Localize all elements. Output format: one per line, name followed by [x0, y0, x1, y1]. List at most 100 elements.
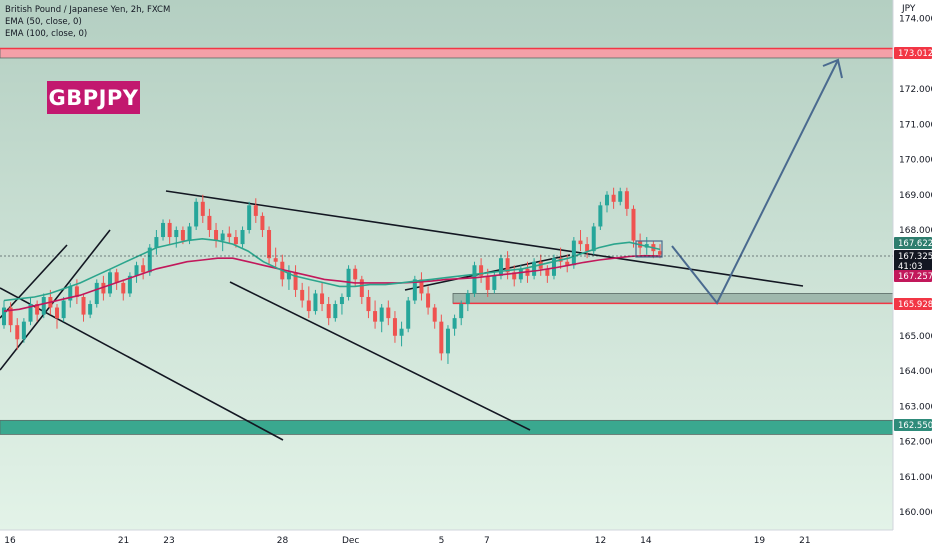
- candle-body: [293, 272, 298, 290]
- candle-body: [161, 222, 166, 238]
- candle-body: [432, 307, 437, 322]
- candle-body: [127, 275, 132, 294]
- time-tick-label: 5: [439, 536, 445, 546]
- projection-path: [671, 59, 839, 305]
- projection-arrowhead: [822, 58, 843, 79]
- candle-body: [300, 289, 305, 301]
- candle-body: [392, 318, 397, 336]
- candle-body: [320, 293, 325, 305]
- price-axis-unit: JPY: [901, 4, 916, 14]
- candle-body: [94, 282, 99, 305]
- time-tick-label: 21: [799, 536, 810, 546]
- price-tag-bg: [894, 237, 932, 249]
- price-tag-bg: [894, 250, 932, 262]
- price-tick-label: 165.000: [899, 332, 932, 342]
- descending-line-1: [0, 287, 284, 441]
- candle-body: [399, 328, 404, 336]
- price-tag-label: 173.012: [898, 49, 932, 59]
- candle-body: [214, 230, 219, 241]
- candle-body: [121, 282, 126, 294]
- candle-body: [147, 247, 152, 273]
- price-tick-label: 162.000: [899, 438, 932, 448]
- candle-body: [631, 208, 636, 241]
- candle-body: [207, 215, 212, 230]
- zone-resistance: [0, 48, 894, 59]
- zone-support: [0, 419, 894, 435]
- zone-support-small: [452, 293, 894, 304]
- candle-body: [472, 265, 477, 294]
- price-tag-bg: [894, 260, 932, 272]
- candle-body: [459, 304, 464, 319]
- candle-body: [187, 226, 192, 241]
- price-tick-label: 160.000: [899, 508, 932, 518]
- candle-body: [141, 265, 146, 273]
- candle-body: [114, 272, 119, 283]
- candle-body: [512, 272, 517, 280]
- candle-body: [227, 233, 232, 238]
- legend-symbol[interactable]: British Pound / Japanese Yen, 2h, FXCM: [5, 5, 170, 15]
- candle-body: [220, 233, 225, 241]
- candle-body: [452, 318, 457, 329]
- candle-body: [134, 265, 139, 276]
- price-axis-ticks: 174.000 172.000 171.000 170.000 169.000 168.0…: [899, 15, 932, 519]
- candle-body: [611, 194, 616, 202]
- candle-body: [68, 286, 73, 301]
- candle-body: [273, 258, 278, 262]
- price-tag-label: 167.622: [898, 239, 932, 249]
- candle-body: [21, 321, 26, 340]
- plot-background: [0, 0, 893, 530]
- price-tag-bg: [894, 270, 932, 282]
- candle-body: [167, 222, 172, 238]
- candle-body: [8, 307, 13, 326]
- candle-body: [286, 272, 291, 280]
- candle-body: [439, 321, 444, 354]
- price-tag-label: 167.325: [898, 252, 932, 262]
- candle-body: [624, 191, 629, 209]
- candle-body: [379, 307, 384, 322]
- price-tick-label: 169.000: [899, 191, 932, 201]
- time-tick-label: 19: [754, 536, 766, 546]
- price-tick-label: 168.000: [899, 226, 932, 236]
- trendlines-layer: [0, 190, 804, 441]
- candle-body: [386, 307, 391, 319]
- projection-box: [635, 240, 663, 258]
- candle-body: [174, 230, 179, 238]
- price-tag-bg: [894, 298, 932, 310]
- price-tick-label: 174.000: [899, 15, 932, 25]
- descending-line-2: [229, 281, 531, 431]
- candle-body: [359, 279, 364, 297]
- ema100-line: [3, 254, 661, 312]
- time-tick-label: 21: [118, 536, 129, 546]
- candle-body: [591, 226, 596, 252]
- price-tag-label: 167.257: [898, 272, 932, 282]
- price-tick-label: 172.000: [899, 85, 932, 95]
- time-axis-panel[interactable]: [0, 530, 893, 550]
- price-tick-label: 161.000: [899, 473, 932, 483]
- candle-body: [658, 251, 662, 255]
- candle-body: [326, 304, 331, 319]
- candle-body: [505, 258, 510, 273]
- candle-body: [571, 240, 576, 266]
- candle-body: [604, 194, 609, 206]
- legend-ema100[interactable]: EMA (100, close, 0): [5, 29, 87, 39]
- candle-body: [74, 286, 79, 297]
- time-tick-label: 23: [163, 536, 174, 546]
- candle-body: [306, 300, 311, 312]
- ema-layer: [3, 237, 661, 312]
- time-axis-ticks: 16 21 23 28 Dec 5 7 12 14 19 21: [4, 536, 810, 546]
- candle-body: [485, 275, 490, 290]
- candle-body: [247, 205, 252, 230]
- candle-body: [373, 311, 378, 322]
- candle-body: [426, 293, 431, 308]
- candle-body: [194, 201, 199, 227]
- price-tick-label: 164.000: [899, 367, 932, 377]
- legend-ema50[interactable]: EMA (50, close, 0): [5, 17, 82, 27]
- symbol-badge: GBPJPY: [47, 81, 140, 114]
- candle-body: [406, 300, 411, 329]
- candle-body: [253, 205, 258, 216]
- candle-body: [412, 279, 417, 301]
- candle-body: [28, 304, 33, 322]
- candle-body: [492, 275, 497, 290]
- candle-body: [267, 230, 272, 259]
